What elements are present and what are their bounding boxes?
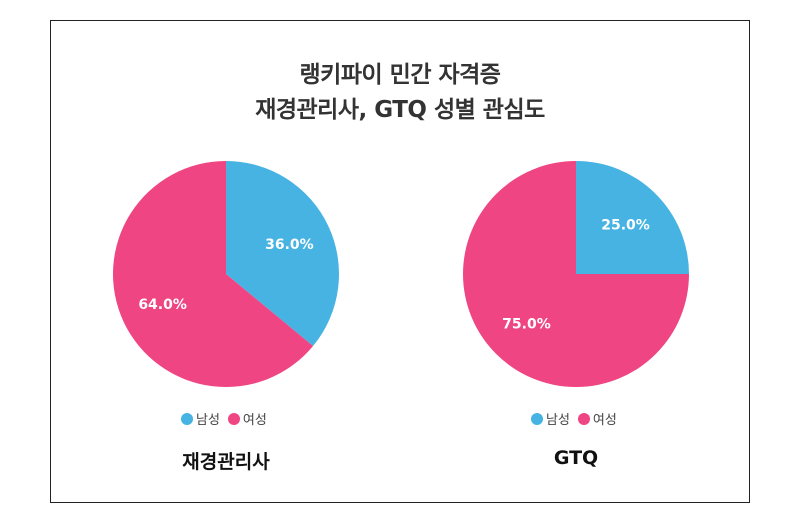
legend-label-female: 여성 — [242, 413, 267, 428]
pie-slice-male — [576, 161, 689, 274]
legend-label-male: 남성 — [546, 413, 570, 428]
slice-label-female: 75.0% — [502, 317, 551, 333]
chart-1-title: 재경관리사 — [182, 451, 270, 473]
slice-label-female: 64.0% — [138, 297, 187, 313]
female-dot-icon — [227, 412, 240, 425]
legend-item-male: 남성 — [181, 409, 220, 428]
page-title-line1: 랭키파이 민간 자격증 — [299, 62, 501, 88]
pie-slice-female — [463, 161, 689, 387]
legend-chart-2: 남성 여성 — [531, 409, 625, 428]
chart-2-title: GTQ — [553, 447, 599, 469]
pie-slice-male — [226, 161, 339, 347]
slice-label-male: 36.0% — [265, 237, 314, 253]
pie-slice-female — [112, 161, 314, 387]
male-dot-icon — [531, 412, 543, 425]
female-dot-icon — [577, 412, 590, 425]
slice-label-male: 25.0% — [601, 217, 650, 233]
legend-item-female: 여성 — [577, 409, 617, 428]
page-title-line2: 재경관리사, GTQ 성별 관심도 — [255, 97, 545, 123]
male-dot-icon — [181, 412, 193, 425]
legend-chart-1: 남성 여성 — [181, 409, 275, 428]
legend-item-female: 여성 — [227, 409, 267, 428]
legend-item-male: 남성 — [531, 409, 570, 428]
legend-label-female: 여성 — [592, 413, 617, 428]
legend-label-male: 남성 — [196, 413, 220, 428]
